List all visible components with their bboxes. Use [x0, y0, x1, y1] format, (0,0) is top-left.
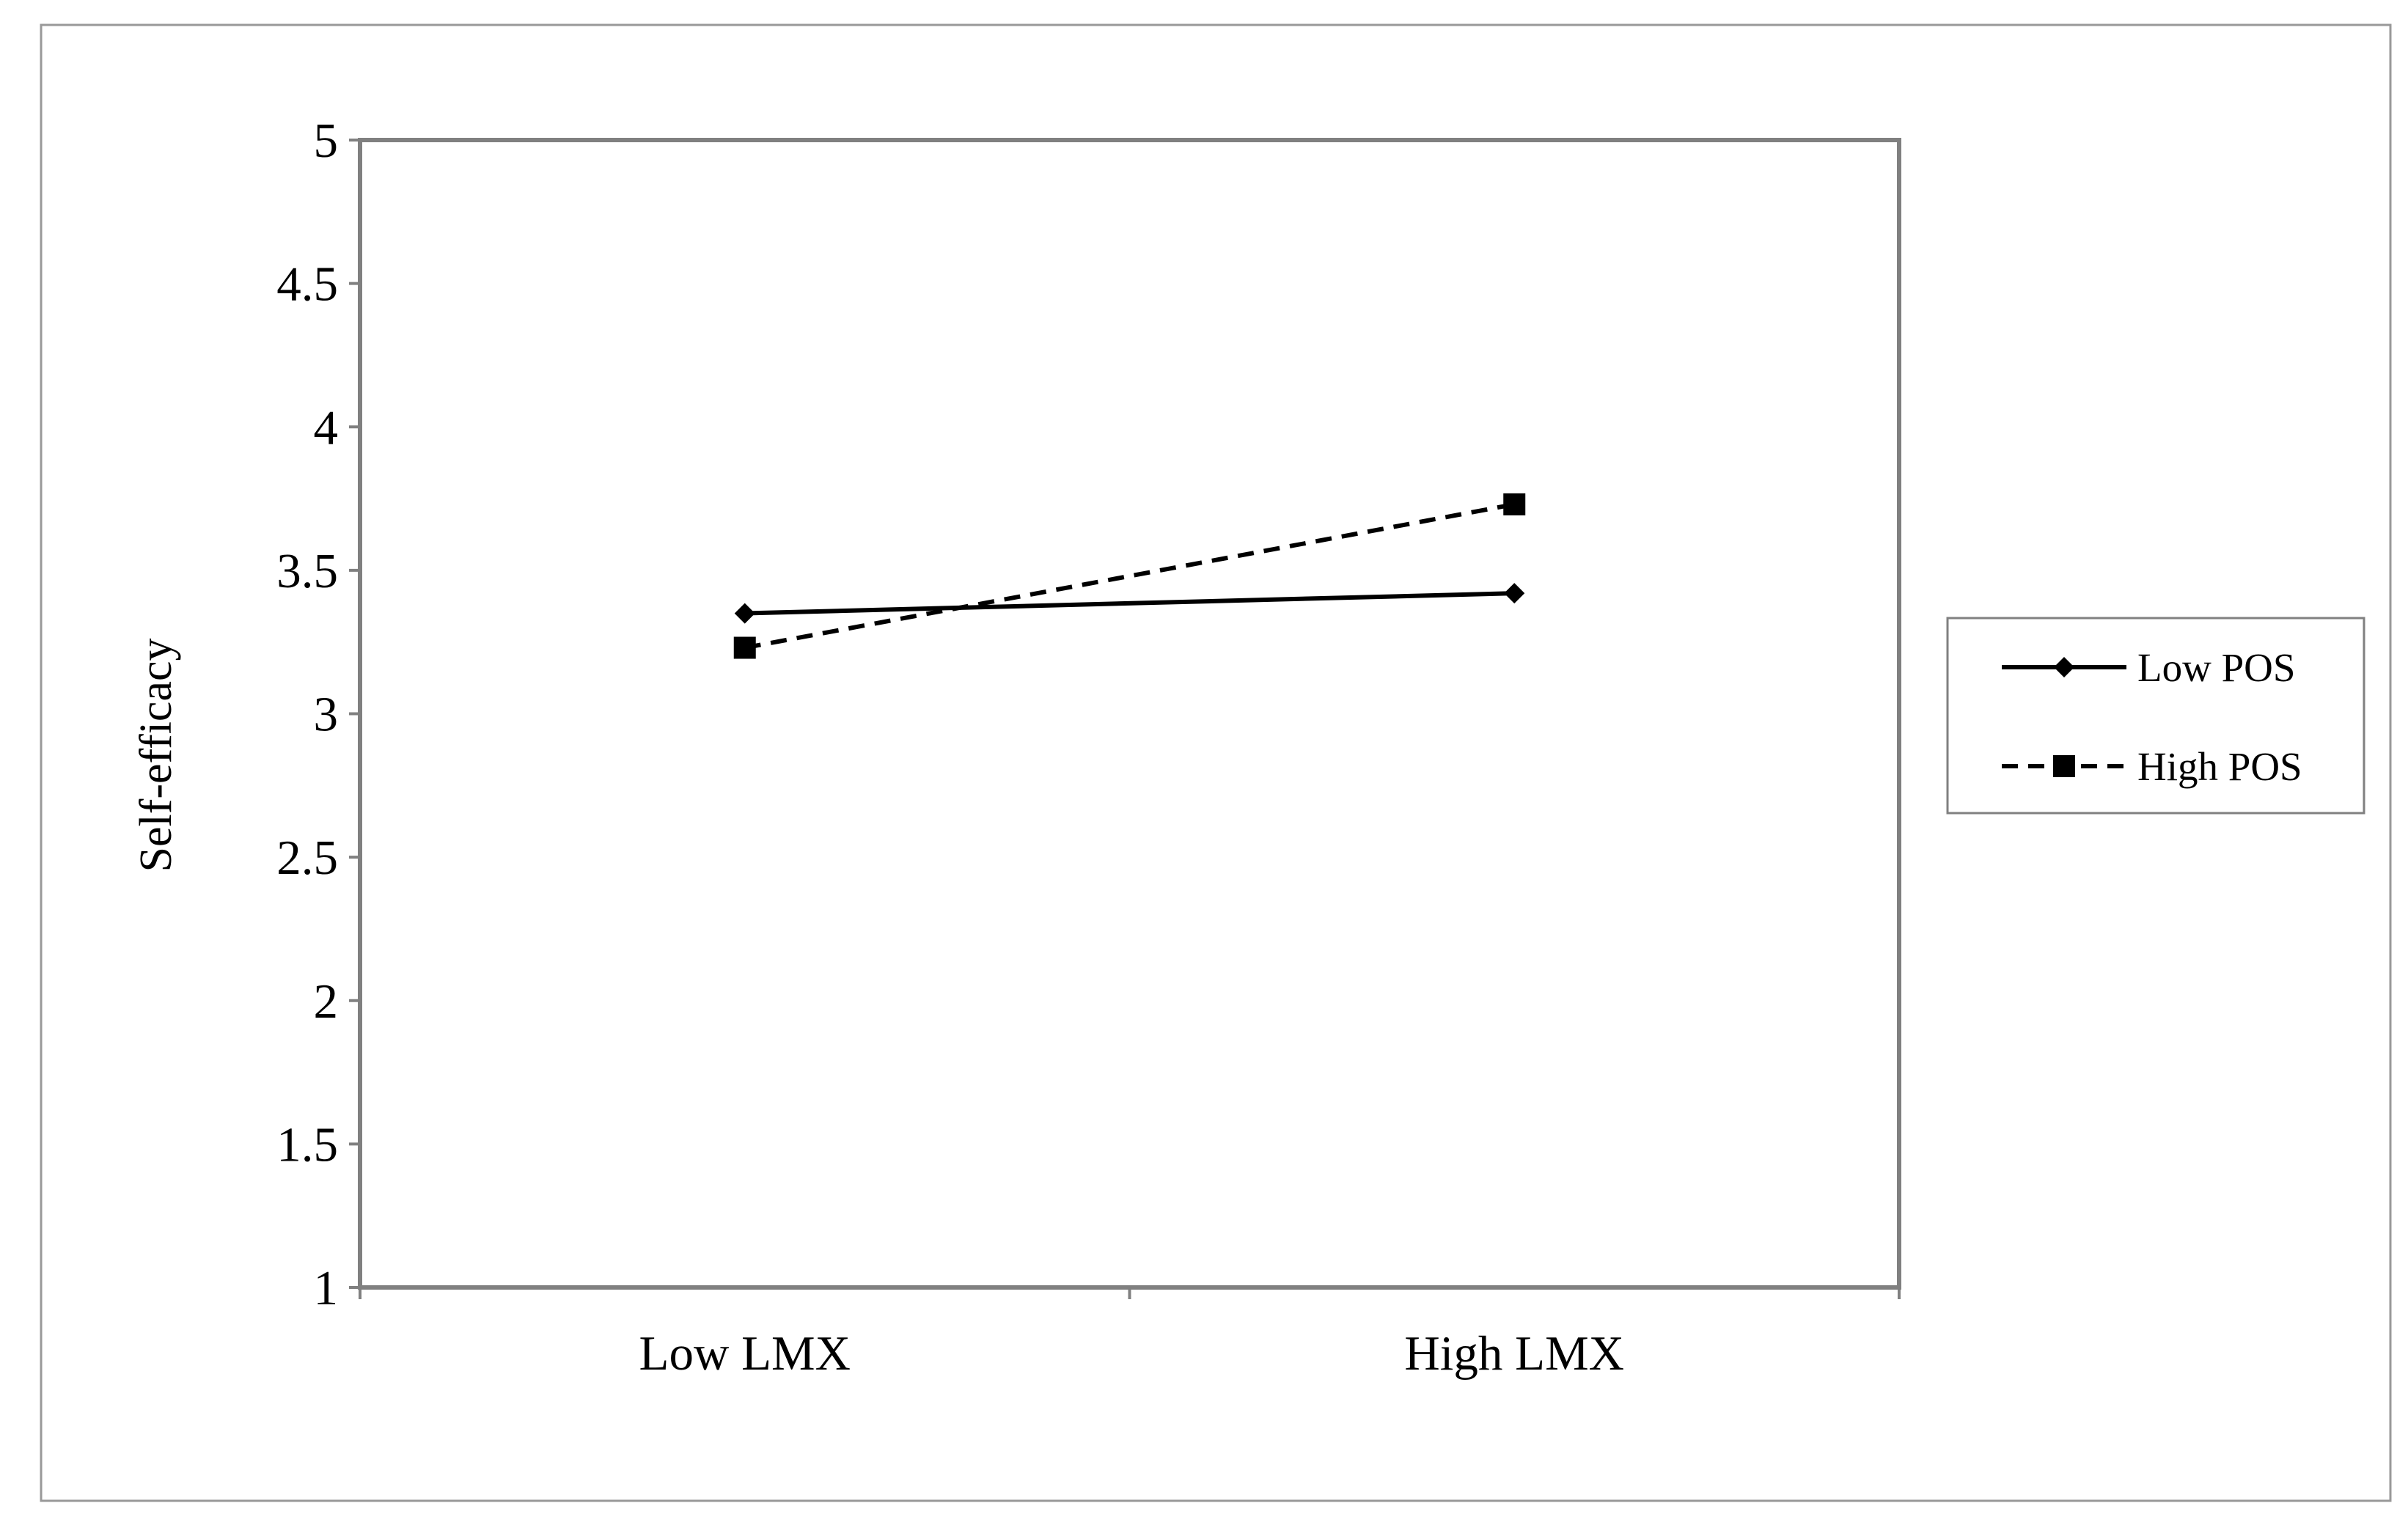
y-tick-label: 1	[314, 1261, 339, 1315]
legend: Low POS High POS	[1946, 617, 2365, 815]
y-tick-label: 2	[314, 974, 339, 1029]
series-line-low-pos	[744, 591, 1515, 616]
y-tick-label: 3.5	[276, 544, 338, 598]
legend-label: Low POS	[2137, 645, 2295, 690]
y-axis-title: Self-efficacy	[131, 639, 181, 872]
diamond-marker	[2054, 657, 2074, 677]
square-marker	[2053, 755, 2075, 777]
y-tick-label: 2.5	[276, 831, 338, 885]
y-tick-label: 4	[314, 400, 339, 455]
square-marker	[1503, 493, 1526, 515]
y-axis: 1 1.5 2 2.5 3 3.5 4 4.5 5	[276, 114, 360, 1315]
series-layer	[733, 493, 1526, 659]
y-tick-label: 4.5	[276, 257, 338, 312]
legend-label: High POS	[2137, 744, 2302, 789]
y-tick-label: 5	[314, 114, 339, 168]
x-axis: Low LMX High LMX	[359, 1287, 1901, 1381]
diamond-marker	[734, 603, 755, 624]
x-tick-label: Low LMX	[639, 1326, 851, 1381]
diamond-marker	[1504, 583, 1525, 604]
square-marker	[733, 636, 756, 659]
y-tick-label: 1.5	[276, 1117, 338, 1172]
legend-box	[1946, 617, 2365, 815]
x-tick-label: High LMX	[1404, 1326, 1624, 1381]
y-tick-label: 3	[314, 688, 339, 742]
